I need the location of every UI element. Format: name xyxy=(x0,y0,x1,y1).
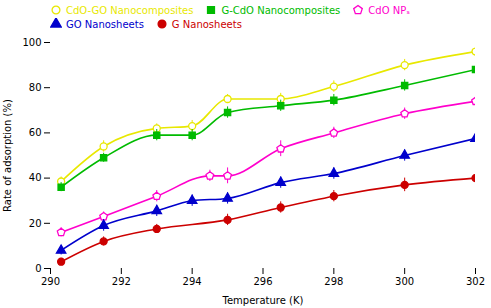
svg-text:100: 100 xyxy=(22,37,41,48)
svg-text:40: 40 xyxy=(29,172,42,183)
html-text:GO Nanosheets: GO Nanosheets xyxy=(66,18,144,30)
svg-text:0: 0 xyxy=(35,263,41,274)
svg-text:302: 302 xyxy=(466,276,485,287)
svg-text:292: 292 xyxy=(112,276,131,287)
svg-text:Temperature (K): Temperature (K) xyxy=(222,295,304,306)
html-text:CdO NPₛ: CdO NPₛ xyxy=(368,4,410,16)
html-text:G-CdO Nanocomposites: G-CdO Nanocomposites xyxy=(221,4,341,16)
html-text:CdO-GO Nanocomposites: CdO-GO Nanocomposites xyxy=(66,4,194,16)
svg-text:294: 294 xyxy=(183,276,202,287)
svg-text:300: 300 xyxy=(395,276,414,287)
html-text:G Nanosheets: G Nanosheets xyxy=(171,18,242,30)
svg-text:Rate of adsorption (%): Rate of adsorption (%) xyxy=(2,99,13,212)
svg-text:80: 80 xyxy=(29,82,42,93)
svg-text:290: 290 xyxy=(41,276,60,287)
svg-text:296: 296 xyxy=(253,276,272,287)
svg-text:20: 20 xyxy=(29,218,42,229)
svg-text:60: 60 xyxy=(29,127,42,138)
svg-text:298: 298 xyxy=(324,276,343,287)
